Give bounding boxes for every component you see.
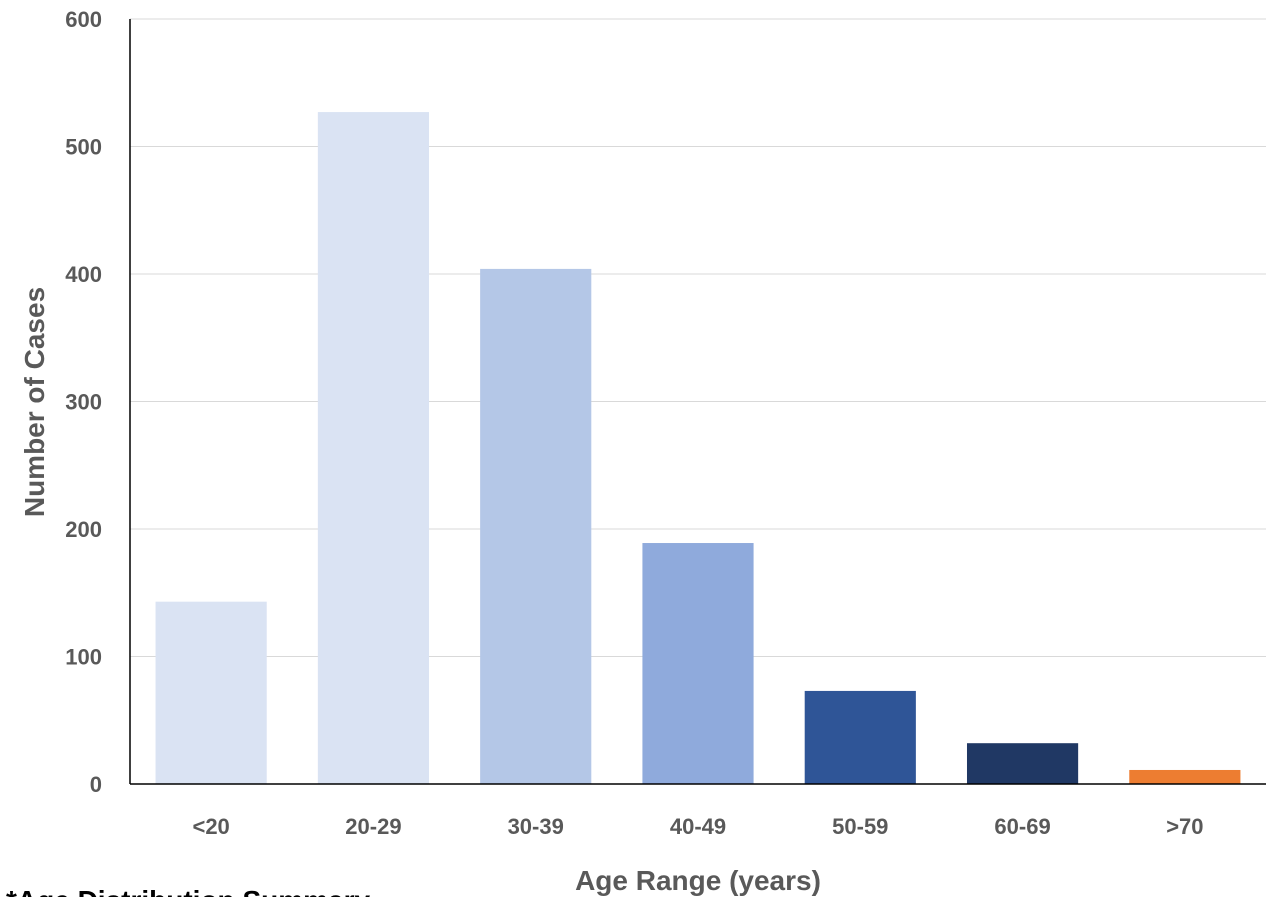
bar-5 bbox=[804, 690, 916, 784]
y-tick-label: 200 bbox=[65, 517, 102, 542]
x-axis-title: Age Range (years) bbox=[575, 865, 821, 896]
y-tick-label: 400 bbox=[65, 262, 102, 287]
bars bbox=[155, 112, 1241, 784]
bar-7 bbox=[1129, 769, 1241, 784]
x-tick-label: >70 bbox=[1166, 814, 1203, 839]
bar-6 bbox=[966, 743, 1079, 784]
bar-2 bbox=[317, 112, 430, 784]
y-tick-label: 600 bbox=[65, 7, 102, 32]
y-tick-label: 0 bbox=[90, 772, 102, 797]
x-tick-labels: <20 20-29 30-39 40-49 50-59 60-69 >70 bbox=[192, 814, 1203, 839]
y-tick-labels: 0 100 200 300 400 500 600 bbox=[65, 7, 102, 797]
y-tick-label: 300 bbox=[65, 390, 102, 415]
y-tick-label: 100 bbox=[65, 645, 102, 670]
bar-4 bbox=[642, 543, 754, 784]
axes bbox=[129, 19, 1266, 785]
x-tick-label: 40-49 bbox=[670, 814, 726, 839]
footer-caption: *Age Distribution Summary bbox=[6, 885, 370, 897]
x-tick-label: 50-59 bbox=[832, 814, 888, 839]
x-tick-label: 60-69 bbox=[994, 814, 1050, 839]
x-tick-label: 30-39 bbox=[508, 814, 564, 839]
bar-3 bbox=[480, 268, 592, 784]
y-tick-label: 500 bbox=[65, 135, 102, 160]
x-tick-label: <20 bbox=[192, 814, 229, 839]
bar-1 bbox=[155, 601, 267, 784]
y-axis-title: Number of Cases bbox=[19, 287, 50, 517]
x-tick-label: 20-29 bbox=[345, 814, 401, 839]
